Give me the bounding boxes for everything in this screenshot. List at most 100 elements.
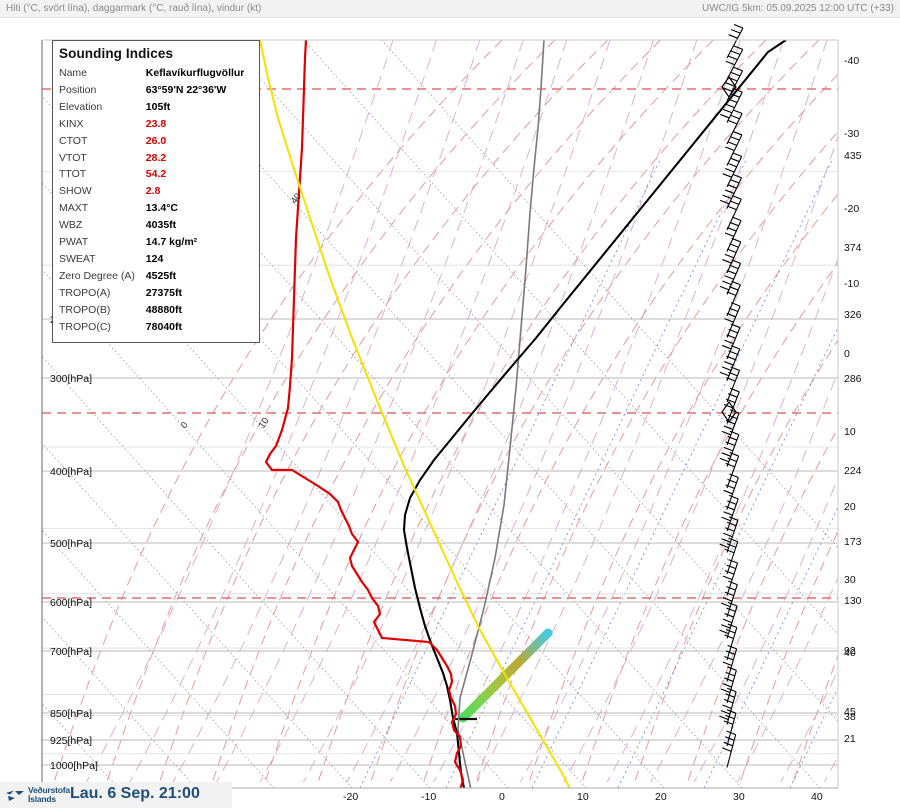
moist-adiabat-line: [581, 262, 838, 783]
indices-value: 78040ft: [145, 320, 182, 333]
header-bar: Hiti (°C, svört lína), daggarmark (°C, r…: [0, 0, 900, 18]
indices-key: Elevation: [59, 100, 103, 113]
cape-gradient-band: [455, 628, 553, 723]
indices-value: 124: [145, 252, 164, 265]
right-height-label: 435: [844, 150, 862, 162]
wind-barb-pennant: [721, 75, 737, 99]
wind-barb: [719, 430, 740, 467]
indices-value: 28.2: [145, 151, 167, 164]
wind-barb: [723, 709, 737, 747]
dry-adiabat-line: [433, 40, 741, 783]
indices-value: 2.8: [145, 185, 161, 198]
pressure-axis-label: 925[hPa]: [50, 735, 92, 747]
wind-barb: [719, 602, 738, 639]
isotherm-value-label: 10: [257, 416, 272, 431]
wind-barb: [726, 23, 744, 59]
right-temperature-label: 30: [844, 574, 856, 586]
wind-barb: [719, 516, 739, 553]
pressure-axis-label: 300[hPa]: [50, 373, 92, 385]
right-height-label: 374: [844, 242, 862, 254]
isotherm-line: [381, 40, 838, 549]
dry-adiabat-line: [823, 755, 838, 783]
right-temperature-label: -20: [844, 203, 859, 215]
wind-barb: [726, 195, 742, 231]
bottom-temperature-label: 20: [655, 791, 667, 803]
right-height-label: 38: [844, 711, 856, 723]
wind-barb: [725, 452, 740, 489]
vedurstofa-logo-icon: [6, 790, 24, 801]
mixing-ratio-line: [617, 326, 838, 788]
wind-barb-pennant: [721, 400, 737, 424]
wind-barb: [722, 237, 742, 274]
indices-key: SWEAT: [59, 252, 96, 265]
wind-barb: [724, 537, 739, 575]
header-model-run-text: UWC/IG 5km: 05.09.2025 12:00 UTC (+33): [701, 3, 894, 14]
right-height-label: 21: [844, 733, 856, 745]
wind-barb: [719, 173, 742, 209]
footer-bar: Veðurstofa Íslands Lau. 6 Sep. 21:00: [0, 782, 232, 808]
indices-key: Position: [59, 83, 97, 96]
indices-value: 26.0: [145, 134, 167, 147]
wind-barb: [721, 323, 741, 360]
right-temperature-label: 40: [844, 647, 856, 659]
moist-adiabat-line: [370, 40, 820, 783]
isobar-lines: [42, 171, 838, 766]
bottom-axis-labels: -20 -10 0 10 20 30 40: [343, 791, 823, 803]
right-height-label: 130: [844, 595, 862, 607]
isotherm-line: [225, 40, 838, 722]
indices-value: Keflavíkurflugvöllur: [145, 67, 245, 79]
special-level-lines: [42, 88, 838, 599]
mixing-ratio-line: [359, 159, 661, 788]
mixing-ratio-line: [531, 159, 833, 788]
dry-adiabat-line: [693, 477, 838, 783]
indices-row: TROPO(B) 48880ft: [59, 302, 253, 319]
dry-adiabat-line: [780, 669, 838, 783]
moist-adiabat-line: [159, 40, 608, 783]
indices-key: PWAT: [59, 236, 89, 249]
wind-barb: [722, 644, 738, 682]
indices-row: Elevation 105ft: [59, 99, 253, 116]
indices-row: MAXT 13.4°C: [59, 200, 253, 217]
indices-value: 23.8: [145, 117, 167, 130]
indices-row: TTOT 54.2: [59, 166, 253, 183]
dry-adiabat-line: [302, 40, 611, 783]
indices-key: SHOW: [59, 185, 92, 198]
wind-barb: [724, 216, 742, 252]
wind-barb: [722, 730, 737, 768]
isotherm-line: [303, 40, 838, 636]
wind-barb: [719, 687, 737, 725]
moist-adiabat-lines: [53, 40, 838, 783]
pressure-axis-labels: 250[hPa]300[hPa]400[hPa]500[hPa]600[hPa]…: [50, 314, 98, 772]
indices-value: 14.7 kg/m²: [145, 236, 198, 249]
logo-line-1: Veðurstofa: [28, 785, 70, 795]
indices-row: Zero Degree (A) 4525ft: [59, 268, 253, 285]
wind-barb: [726, 366, 741, 403]
dry-adiabat-line: [216, 40, 524, 783]
wetbulb-yellow-curve: [259, 40, 571, 788]
pressure-axis-label: 400[hPa]: [50, 466, 92, 478]
right-temperature-label: 10: [844, 426, 856, 438]
indices-row: Name Keflavíkurflugvöllur: [59, 65, 253, 82]
right-temperature-label: -30: [844, 128, 859, 140]
indices-table: Name Keflavíkurflugvöllur Position 63°59'N …: [59, 65, 253, 336]
indices-value: 48880ft: [145, 303, 182, 316]
pressure-axis-label: 500[hPa]: [50, 538, 92, 550]
wind-barb: [721, 409, 740, 446]
indices-value: 13.4°C: [145, 202, 179, 215]
mixing-ratio-line: [876, 160, 900, 788]
moist-adiabat-line: [423, 73, 838, 783]
bottom-temperature-label: 30: [733, 791, 745, 803]
pressure-axis-label: 600[hPa]: [50, 597, 92, 609]
right-height-label: 45: [844, 706, 856, 718]
bottom-temperature-label: -20: [343, 791, 358, 803]
wind-barb: [719, 259, 742, 295]
indices-row: VTOT 28.2: [59, 150, 253, 167]
right-height-label: 92: [844, 645, 856, 657]
indices-key: Name: [59, 67, 88, 79]
indices-row: WBZ 4035ft: [59, 217, 253, 234]
right-height-label: 173: [844, 536, 862, 548]
indices-value: 27375ft: [145, 286, 182, 299]
indices-key: VTOT: [59, 151, 87, 164]
valid-time-label: Lau. 6 Sep. 21:00: [70, 785, 200, 802]
indices-key: WBZ: [59, 219, 83, 232]
